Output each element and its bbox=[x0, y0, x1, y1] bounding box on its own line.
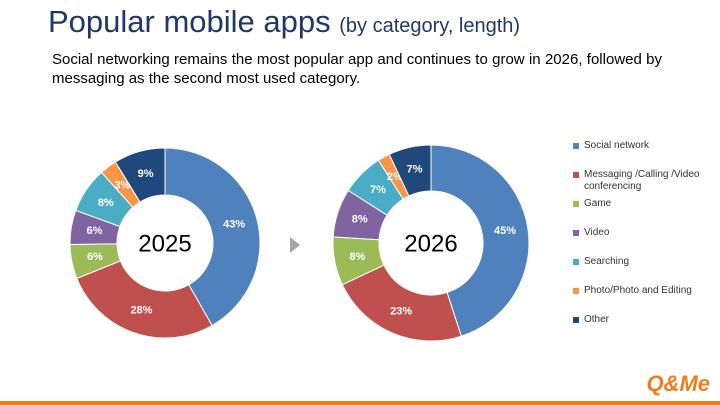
donut-segment bbox=[341, 264, 462, 342]
legend-label: Game bbox=[584, 198, 612, 209]
subtitle: Social networking remains the most popul… bbox=[52, 51, 662, 87]
value-label: 23% bbox=[390, 306, 412, 318]
legend-label: Social network bbox=[584, 140, 650, 151]
legend-swatch bbox=[573, 172, 579, 178]
donut-segment bbox=[114, 147, 166, 203]
legend-swatch bbox=[573, 259, 579, 265]
donut-segment bbox=[388, 144, 432, 197]
legend-item: Messaging /Calling /Video conferencing bbox=[573, 169, 713, 198]
donut-segment bbox=[164, 147, 261, 327]
center-label: 2025 bbox=[138, 230, 191, 257]
donut-segment bbox=[76, 260, 213, 339]
value-label: 8% bbox=[349, 251, 365, 263]
legend-item: Other bbox=[573, 314, 713, 343]
value-label: 45% bbox=[494, 225, 516, 237]
center-label: 2026 bbox=[404, 230, 457, 257]
value-label: 3% bbox=[114, 180, 130, 192]
legend-item: Searching bbox=[573, 256, 713, 285]
value-label: 7% bbox=[407, 164, 423, 176]
footer-bar bbox=[0, 401, 720, 405]
legend-swatch bbox=[573, 143, 579, 149]
arrow bbox=[290, 237, 300, 253]
title: Popular mobile apps bbox=[48, 4, 331, 39]
value-label: 9% bbox=[138, 168, 154, 180]
legend-label: Photo/Photo and Editing bbox=[584, 285, 692, 296]
legend: Social network Messaging /Calling /Video … bbox=[573, 140, 713, 343]
value-label: 43% bbox=[223, 219, 245, 231]
legend-label: Searching bbox=[584, 256, 630, 267]
legend-item: Social network bbox=[573, 140, 713, 169]
logo: Q&Me bbox=[646, 371, 710, 396]
legend-swatch bbox=[573, 230, 579, 236]
value-label: 6% bbox=[87, 225, 103, 237]
legend-swatch bbox=[573, 288, 579, 294]
legend-label: Messaging /Calling /Video conferencing bbox=[584, 169, 700, 192]
value-label: 8% bbox=[98, 197, 114, 209]
legend-item: Photo/Photo and Editing bbox=[573, 285, 713, 314]
donut-segment bbox=[430, 144, 530, 337]
legend-label: Video bbox=[584, 227, 610, 238]
value-label: 7% bbox=[370, 184, 386, 196]
value-label: 8% bbox=[352, 214, 368, 226]
legend-item: Game bbox=[573, 198, 713, 227]
title-block: Popular mobile apps (by category, length… bbox=[48, 4, 520, 40]
legend-swatch bbox=[573, 317, 579, 323]
legend-label: Other bbox=[584, 314, 610, 325]
value-label: 28% bbox=[130, 304, 152, 316]
legend-swatch bbox=[573, 201, 579, 207]
legend-item: Video bbox=[573, 227, 713, 256]
value-label: 6% bbox=[87, 251, 103, 263]
title-note: (by category, length) bbox=[339, 15, 521, 37]
